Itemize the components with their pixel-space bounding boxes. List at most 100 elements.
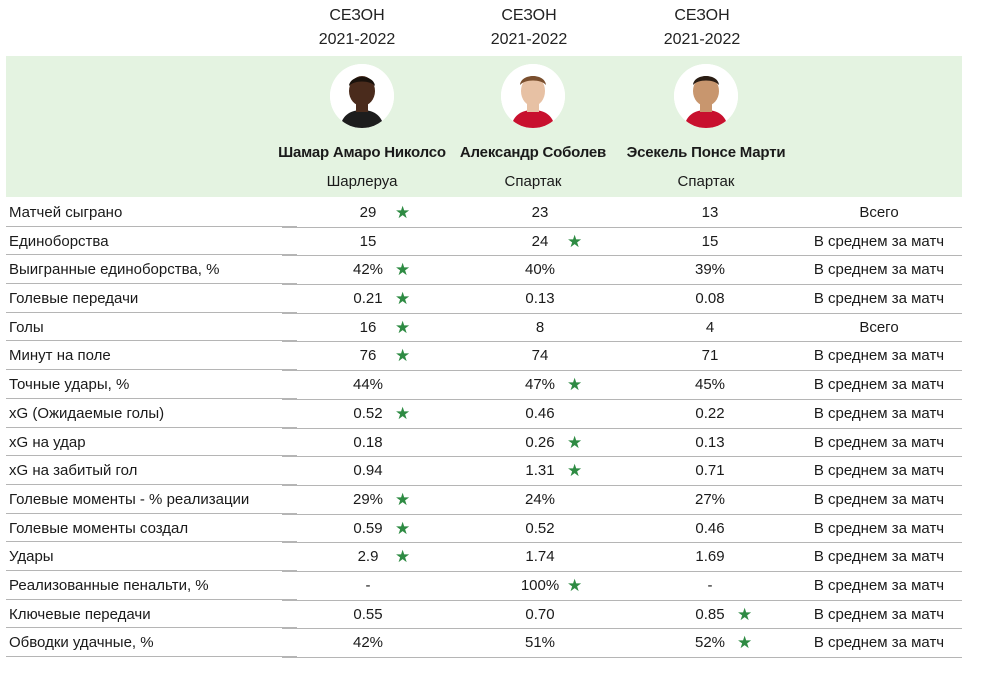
best-star-icon: ★ bbox=[395, 547, 411, 567]
stat-value: 0.55 bbox=[353, 605, 383, 623]
stat-value: 0.22 bbox=[695, 404, 725, 422]
stat-value: 0.08 bbox=[695, 290, 725, 308]
stat-value: 0.18 bbox=[353, 433, 383, 451]
table-row: Минут на поле 76 ★ 74 71 В среднем за матч bbox=[6, 342, 962, 372]
stat-value-cell: 0.94 bbox=[282, 457, 454, 486]
stat-value: 16 bbox=[359, 318, 377, 336]
shirt-shape bbox=[511, 110, 555, 128]
hair-shape bbox=[520, 76, 546, 85]
stat-value-cell: 15 bbox=[282, 228, 454, 257]
stat-value: 0.94 bbox=[353, 462, 383, 480]
stat-value: 4 bbox=[705, 318, 715, 336]
best-star-icon: ★ bbox=[395, 260, 411, 280]
stat-label: xG на удар bbox=[6, 429, 297, 457]
neck-shape bbox=[527, 102, 539, 112]
table-row: Точные удары, % 44% 47% ★ 45% В среднем за ма… bbox=[6, 371, 962, 400]
player-card-3: Эсекель Понсе Марти Спартак bbox=[620, 56, 792, 190]
player-club: Спартак bbox=[504, 173, 562, 190]
stat-value-cell: 16 ★ bbox=[282, 314, 454, 343]
best-star-icon: ★ bbox=[395, 489, 411, 509]
stat-value-cell: 4 bbox=[624, 314, 796, 343]
stat-value-cell: 0.52 ★ bbox=[282, 400, 454, 429]
stat-label: Голы bbox=[6, 314, 297, 342]
stat-label: Матчей сыграно bbox=[6, 199, 297, 227]
stat-value: 52% bbox=[694, 634, 726, 652]
stat-value-cell: 0.85 ★ bbox=[624, 601, 796, 630]
shirt-shape bbox=[684, 110, 728, 128]
stat-value-cell: 0.59 ★ bbox=[282, 515, 454, 544]
stat-label: Минут на поле bbox=[6, 342, 297, 371]
stat-scope: В среднем за матч bbox=[796, 371, 962, 400]
player-club: Шарлеруа bbox=[326, 173, 398, 190]
table-row: Голевые моменты - % реализации 29% ★ 24% 27%… bbox=[6, 486, 962, 515]
stat-value: - bbox=[365, 576, 371, 594]
stat-label: Голевые моменты создал bbox=[6, 515, 297, 543]
stat-value: 42% bbox=[352, 634, 384, 652]
stat-scope: В среднем за матч bbox=[796, 429, 962, 458]
stat-value-cell: 47% ★ bbox=[454, 371, 626, 400]
stat-value-cell: 0.13 bbox=[624, 429, 796, 458]
stat-value: 74 bbox=[531, 347, 549, 365]
stat-value-cell: 15 bbox=[624, 228, 796, 257]
stat-value: 0.52 bbox=[525, 519, 555, 537]
best-star-icon: ★ bbox=[395, 518, 411, 538]
player-photo bbox=[330, 64, 394, 128]
stat-scope: Всего bbox=[796, 199, 962, 228]
stat-value: 29% bbox=[352, 490, 384, 508]
stat-value-cell: 0.13 bbox=[454, 285, 626, 314]
stats-table: Матчей сыграно 29 ★ 23 13 Всего Единоборства 15… bbox=[6, 199, 962, 658]
stat-scope: В среднем за матч bbox=[796, 256, 962, 286]
stat-value: 15 bbox=[359, 232, 377, 250]
table-row: Голевые передачи 0.21 ★ 0.13 0.08 В среднем з… bbox=[6, 285, 962, 314]
stat-value-cell: 0.22 bbox=[624, 400, 796, 429]
stat-value: 47% bbox=[524, 376, 556, 394]
best-star-icon: ★ bbox=[395, 317, 411, 337]
table-row: Ключевые передачи 0.55 0.70 0.85 ★ В среднем … bbox=[6, 601, 962, 630]
player-photo bbox=[501, 64, 565, 128]
stat-label: Единоборства bbox=[6, 228, 297, 256]
stat-label: Голевые передачи bbox=[6, 285, 297, 313]
table-row: Выигранные единоборства, % 42% ★ 40% 39% В ср… bbox=[6, 256, 962, 286]
stat-value-cell: 51% bbox=[454, 629, 626, 658]
table-row: Обводки удачные, % 42% 51% 52% ★ В среднем за… bbox=[6, 629, 962, 658]
face-shape bbox=[693, 76, 719, 106]
season-years: 2021-2022 bbox=[318, 31, 396, 48]
stat-label: Ключевые передачи bbox=[6, 601, 297, 629]
best-star-icon: ★ bbox=[567, 461, 583, 481]
table-row: Матчей сыграно 29 ★ 23 13 Всего bbox=[6, 199, 962, 228]
best-star-icon: ★ bbox=[567, 432, 583, 452]
stat-value: 1.31 bbox=[525, 462, 555, 480]
stat-scope: В среднем за матч bbox=[796, 515, 962, 544]
stat-value: 44% bbox=[352, 376, 384, 394]
best-star-icon: ★ bbox=[567, 375, 583, 395]
stat-label: Обводки удачные, % bbox=[6, 629, 297, 657]
stat-value-cell: 1.69 bbox=[624, 543, 796, 572]
best-star-icon: ★ bbox=[567, 575, 583, 595]
stat-value-cell: 40% bbox=[454, 256, 626, 286]
stat-value-cell: 52% ★ bbox=[624, 629, 796, 658]
stat-value-cell: 29 ★ bbox=[282, 199, 454, 228]
season-header-1: СЕЗОН 2021-2022 bbox=[272, 4, 442, 52]
stat-value: 27% bbox=[694, 490, 726, 508]
stat-value: 0.59 bbox=[353, 519, 383, 537]
season-years: 2021-2022 bbox=[490, 31, 568, 48]
stat-value: 0.46 bbox=[695, 519, 725, 537]
stat-value: 71 bbox=[701, 347, 719, 365]
stat-value: 0.46 bbox=[525, 404, 555, 422]
stat-scope: В среднем за матч bbox=[796, 543, 962, 572]
stat-scope: В среднем за матч bbox=[796, 400, 962, 429]
stat-label: Удары bbox=[6, 543, 297, 571]
table-row: xG на удар 0.18 0.26 ★ 0.13 В среднем за матч bbox=[6, 429, 962, 458]
stat-value-cell: 45% bbox=[624, 371, 796, 400]
stat-value: 40% bbox=[524, 261, 556, 279]
stat-value: 45% bbox=[694, 376, 726, 394]
best-star-icon: ★ bbox=[567, 231, 583, 251]
stat-value-cell: 74 bbox=[454, 342, 626, 372]
stat-value-cell: 42% bbox=[282, 629, 454, 658]
stat-value-cell: 0.71 bbox=[624, 457, 796, 486]
stat-value-cell: 76 ★ bbox=[282, 342, 454, 372]
stat-value: 8 bbox=[535, 318, 545, 336]
table-row: xG на забитый гол 0.94 1.31 ★ 0.71 В среднем … bbox=[6, 457, 962, 486]
stat-value: 0.26 bbox=[525, 433, 555, 451]
stat-scope: В среднем за матч bbox=[796, 629, 962, 658]
